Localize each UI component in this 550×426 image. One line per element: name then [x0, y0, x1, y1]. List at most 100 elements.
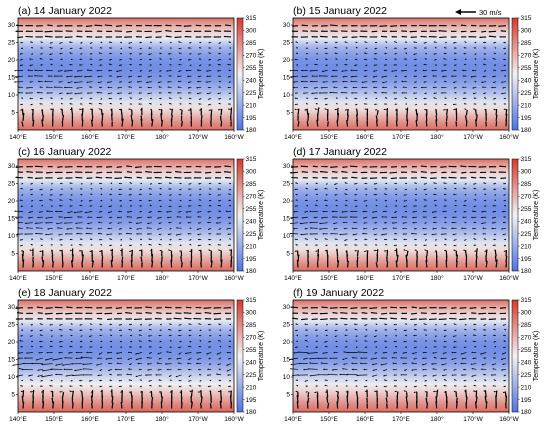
wind-vector-head [31, 199, 33, 202]
wind-vector-head [14, 69, 16, 72]
wind-vector-head [305, 58, 307, 60]
wind-vector-head [462, 97, 465, 100]
colorbar-label: Temperature (K) [258, 190, 265, 241]
wind-vector-head [411, 24, 413, 27]
wind-vector-head [139, 210, 141, 213]
wind-vector-head [336, 120, 338, 122]
wind-vector-head [413, 58, 416, 61]
wind-vector-head [503, 58, 505, 61]
wind-vector-head [503, 64, 506, 66]
wind-vector-head [227, 86, 230, 89]
colorbar-tick-label: 315 [246, 15, 257, 22]
wind-vector-head [434, 81, 436, 83]
wind-vector-head [188, 97, 191, 100]
wind-vector-head [369, 36, 372, 38]
wind-vector-head [401, 80, 403, 83]
wind-vector-head [481, 81, 483, 83]
y-tick-label: 30 [8, 163, 16, 170]
wind-vector-head [67, 81, 70, 84]
wind-vector-head [197, 216, 199, 218]
wind-vector-head [174, 176, 176, 179]
wind-vector-head [25, 92, 27, 94]
wind-vector-head [463, 63, 466, 66]
wind-vector-head [20, 109, 22, 111]
wind-vector-head [70, 188, 72, 190]
wind-vector-head [138, 86, 141, 88]
wind-vector-head [200, 120, 203, 122]
wind-vector-head [441, 70, 443, 72]
wind-vector-head [461, 36, 463, 38]
wind-vector-head [333, 86, 335, 88]
wind-vector-head [464, 108, 467, 111]
wind-vector-head [126, 216, 129, 218]
wind-vector-head [432, 86, 435, 89]
wind-vector-head [41, 256, 43, 258]
wind-vector-head [168, 97, 171, 99]
wind-vector-head [432, 75, 434, 77]
wind-vector-head [20, 59, 22, 61]
wind-vector-head [499, 36, 501, 38]
wind-vector-head [148, 53, 150, 55]
wind-vector-head [365, 64, 367, 66]
wind-vector-head [197, 80, 199, 83]
wind-vector-head [197, 233, 199, 236]
wind-vector-head [351, 36, 353, 38]
wind-vector-head [128, 188, 131, 190]
wind-vector-head [98, 232, 100, 235]
wind-vector-head [46, 210, 48, 212]
wind-vector-head [493, 92, 496, 94]
wind-vector-head [503, 41, 505, 44]
wind-vector-head [351, 25, 353, 27]
wind-vector-head [217, 244, 220, 246]
wind-vector-head [80, 182, 83, 185]
wind-vector-head [36, 91, 39, 94]
wind-vector-head [228, 222, 231, 224]
wind-vector-head [56, 25, 59, 27]
wind-vector-head [168, 92, 170, 94]
wind-vector-head [303, 92, 305, 94]
wind-vector-head [74, 76, 76, 78]
wind-vector-head [197, 222, 200, 224]
wind-vector-head [178, 211, 180, 213]
wind-vector-head [155, 31, 157, 33]
x-tick-label: 180° [155, 133, 169, 141]
wind-vector-head [119, 228, 121, 230]
wind-vector-head [57, 177, 59, 180]
wind-vector-head [311, 36, 313, 38]
wind-vector-head [167, 233, 170, 235]
wind-vector-head [424, 92, 426, 94]
colorbar-tick-label: 210 [246, 102, 257, 109]
wind-vector-head [91, 115, 94, 117]
wind-vector-head [89, 102, 91, 105]
wind-vector-head [381, 35, 383, 38]
wind-vector-head [189, 41, 191, 44]
wind-vector-head [345, 97, 348, 99]
wind-vector-head [120, 249, 122, 252]
y-tick-label: 30 [8, 304, 16, 311]
y-tick-label: 20 [283, 57, 291, 64]
wind-vector-head [167, 216, 169, 219]
wind-vector-head [208, 47, 210, 49]
wind-vector-head [99, 64, 101, 66]
wind-vector-head [413, 92, 415, 94]
wind-vector-head [69, 199, 72, 201]
wind-vector-head [24, 222, 27, 224]
wind-vector-head [85, 25, 88, 27]
wind-vector-head [178, 52, 181, 55]
wind-vector-head [421, 30, 423, 33]
wind-vector-head [300, 80, 303, 83]
wind-vector-head [493, 108, 495, 111]
wind-vector-head [52, 261, 54, 263]
wind-vector-head [38, 80, 40, 83]
wind-vector-head [41, 205, 43, 207]
wind-vector-head [230, 121, 232, 123]
wind-vector-head [62, 114, 64, 117]
wind-vector-head [90, 244, 93, 246]
wind-vector-head [57, 70, 60, 72]
wind-vector-head [464, 58, 467, 60]
wind-vector-head [100, 244, 102, 246]
wind-vector-head [294, 108, 297, 111]
wind-vector-head [460, 24, 463, 27]
colorbar-tick-label: 180 [521, 127, 532, 134]
wind-vector-head [228, 103, 230, 105]
